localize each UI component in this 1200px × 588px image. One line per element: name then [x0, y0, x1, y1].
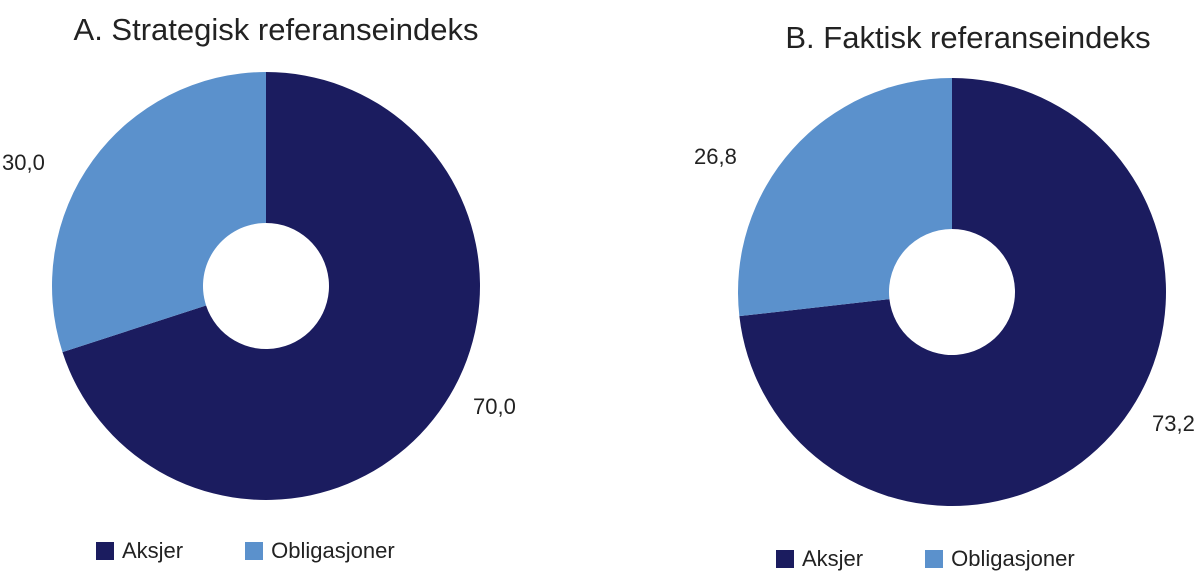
legend-label: Obligasjoner [951, 546, 1075, 571]
donut-slice-aksjer [62, 72, 480, 500]
legend-swatch-aksjer [96, 542, 114, 560]
legend-item-aksjer: Aksjer [96, 538, 183, 564]
donut-slice-aksjer [739, 78, 1166, 506]
legend-label: Aksjer [802, 546, 864, 571]
chart-title: B. Faktisk referanseindeks [785, 20, 1151, 55]
legend: Aksjer Obligasjoner [776, 546, 1137, 572]
data-label-aksjer: 73,2 [1152, 411, 1195, 436]
legend-item-aksjer: Aksjer [776, 546, 863, 572]
donut-slice-obligasjoner [51, 72, 266, 353]
legend-swatch-obligasjoner [925, 550, 944, 568]
legend-item-obligasjoner: Obligasjoner [245, 538, 395, 564]
chart-title: A. Strategisk referanseindeks [73, 12, 479, 47]
legend: Aksjer Obligasjoner [96, 538, 457, 564]
legend-swatch-obligasjoner [245, 542, 264, 560]
legend-label: Obligasjoner [271, 538, 395, 563]
donut-chart-a [51, 72, 480, 500]
donut-chart-b [738, 78, 1166, 506]
chart-panel-a: A. Strategisk referanseindeks 30,0 70,0 … [2, 12, 516, 564]
chart-panel-b: B. Faktisk referanseindeks 26,8 73,2 Aks… [600, 0, 1200, 588]
legend-swatch-aksjer [776, 550, 794, 568]
legend-item-obligasjoner: Obligasjoner [925, 546, 1075, 572]
legend-label: Aksjer [122, 538, 184, 563]
donut-slice-obligasjoner [738, 78, 952, 317]
data-label-aksjer: 70,0 [473, 394, 516, 419]
data-label-obligasjoner: 26,8 [694, 144, 737, 169]
data-label-obligasjoner: 30,0 [2, 150, 45, 175]
